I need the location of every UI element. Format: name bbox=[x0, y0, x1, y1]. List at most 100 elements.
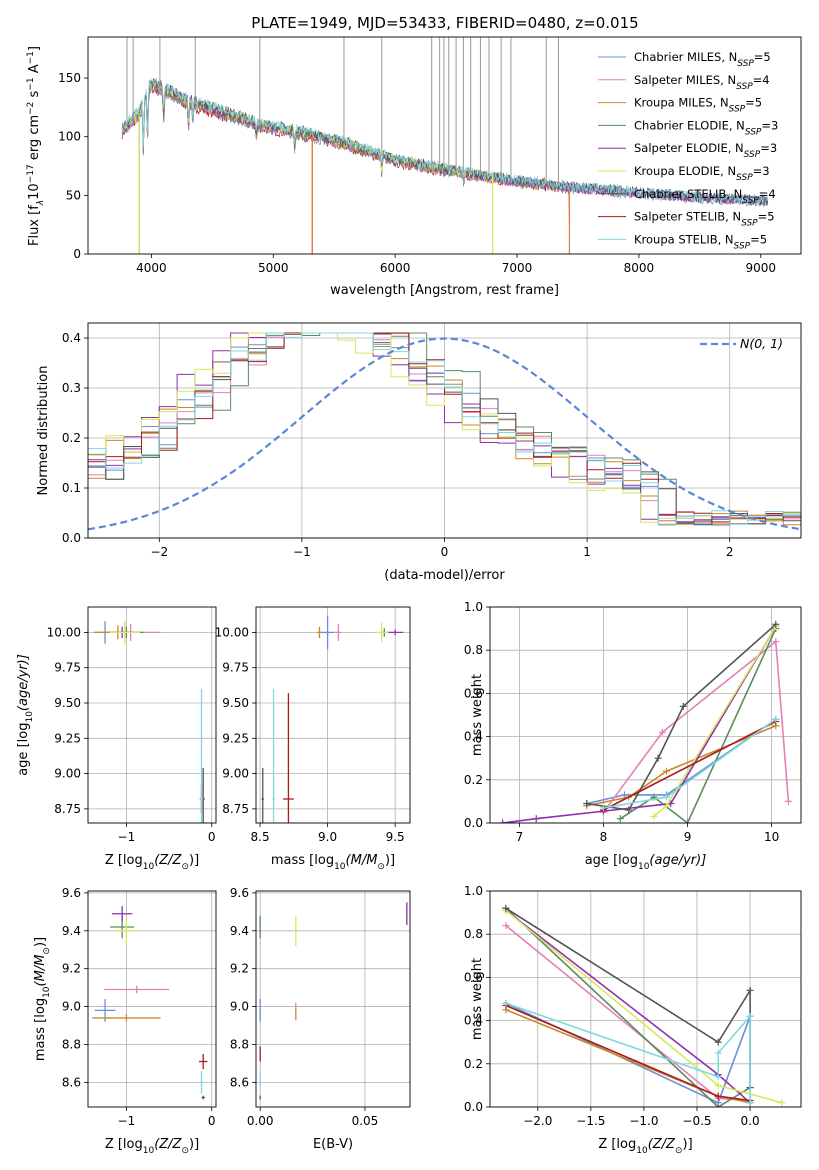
legend-label: Chabrier STELIB, NSSP=4 bbox=[634, 187, 776, 206]
legend-label-part: SSP bbox=[734, 241, 751, 251]
y-tick-label: 0.8 bbox=[464, 643, 483, 657]
x-axis-label-part: 10 bbox=[638, 862, 650, 872]
axes-frame bbox=[87, 890, 217, 1108]
series-line bbox=[653, 625, 777, 818]
x-tick-label: 0.0 bbox=[741, 1114, 760, 1128]
x-axis-label-part: )] bbox=[385, 853, 395, 868]
y-tick-label: 9.0 bbox=[230, 1000, 249, 1014]
data-point bbox=[115, 917, 138, 945]
y-tick-label: 0.4 bbox=[464, 1014, 483, 1028]
histogram-chabrier-elodie bbox=[88, 332, 801, 526]
spectrum-line-chabrier-stelib bbox=[121, 79, 769, 206]
data-point bbox=[198, 1053, 208, 1070]
legend-label-part: =5 bbox=[750, 232, 767, 246]
legend-label-part: SSP bbox=[736, 173, 753, 183]
y-tick-label: 150 bbox=[58, 71, 81, 85]
x-axis-label: (data-model)/error bbox=[384, 568, 505, 583]
legend-label-part: =3 bbox=[753, 164, 770, 178]
y-axis-label: mass weight bbox=[470, 674, 485, 756]
series-line bbox=[505, 1002, 751, 1104]
x-tick-label: −1.0 bbox=[629, 1114, 658, 1128]
x-axis-label-part: Z [log bbox=[598, 1137, 636, 1152]
mass-vs-Z-panel: −1 08.68.89.09.29.49.6Z [log10(Z/Z⊙)]mass… bbox=[33, 886, 217, 1156]
y-tick-label: 0.4 bbox=[62, 331, 81, 345]
y-tick-label: 8.75 bbox=[54, 802, 81, 816]
y-tick-label: 0.0 bbox=[464, 816, 483, 830]
y-tick-label: 9.25 bbox=[222, 731, 249, 745]
legend-label-part: SSP bbox=[742, 196, 759, 206]
x-axis-label-part: (Z/Z bbox=[154, 1137, 182, 1152]
y-tick-label: 9.50 bbox=[222, 696, 249, 710]
x-tick-label: −1 bbox=[118, 1114, 136, 1128]
legend-label-part: Chabrier MILES, N bbox=[634, 50, 737, 64]
series-line bbox=[602, 640, 790, 813]
x-tick-label: 0 bbox=[208, 830, 216, 844]
x-tick-label: −1.5 bbox=[576, 1114, 605, 1128]
x-axis-label-part: Z [log bbox=[105, 1137, 143, 1152]
x-axis-label-part: E(B-V) bbox=[313, 1137, 353, 1152]
figure-title: PLATE=1949, MJD=53433, FIBERID=0480, z=0… bbox=[251, 14, 638, 32]
legend-label-part: SSP bbox=[741, 219, 758, 229]
legend-label: Chabrier ELODIE, NSSP=3 bbox=[634, 118, 778, 137]
y-axis-label: age [log10(age/yr)] bbox=[16, 654, 35, 776]
y-axis-label-part: (age/yr)] bbox=[16, 654, 31, 711]
series-line bbox=[505, 924, 751, 1102]
x-axis-label-part: ⊙ bbox=[377, 862, 385, 872]
x-tick-label: 10 bbox=[764, 830, 779, 844]
data-point bbox=[111, 906, 133, 922]
x-tick-label: −2 bbox=[150, 545, 168, 559]
y-tick-label: 0.8 bbox=[464, 927, 483, 941]
axes-frame bbox=[87, 36, 802, 255]
x-tick-label: 8000 bbox=[624, 261, 655, 275]
data-point bbox=[335, 623, 342, 641]
y-axis-label-part: −2 bbox=[26, 102, 36, 115]
legend-label: Kroupa ELODIE, NSSP=3 bbox=[634, 164, 770, 183]
y-axis-label: Flux [fλ10−17 erg cm−2 s−1 A−1] bbox=[26, 46, 46, 246]
legend-label-part: SSP bbox=[729, 105, 746, 115]
x-axis-label-part: 10 bbox=[143, 1146, 155, 1156]
y-axis-label-part: 10 bbox=[27, 183, 42, 200]
series-line bbox=[603, 720, 777, 811]
x-axis-label-part: 10 bbox=[636, 1146, 648, 1156]
legend-label-part: =5 bbox=[745, 96, 762, 110]
y-tick-label: 0.6 bbox=[464, 970, 483, 984]
series-line bbox=[502, 625, 777, 823]
legend-label-part: =5 bbox=[754, 50, 771, 64]
histogram-salpeter-stelib bbox=[88, 332, 801, 523]
x-tick-label: 9.5 bbox=[386, 830, 405, 844]
x-tick-label: 8 bbox=[600, 830, 608, 844]
y-tick-label: 10.00 bbox=[215, 625, 249, 639]
legend-label-part: Chabrier STELIB, N bbox=[634, 187, 742, 201]
x-axis-label-part: (Z/Z bbox=[154, 853, 182, 868]
x-axis-label-part: ⊙ bbox=[675, 1146, 683, 1156]
x-tick-label: 2 bbox=[726, 545, 734, 559]
x-axis-label-part: 10 bbox=[334, 862, 346, 872]
y-tick-label: 9.4 bbox=[62, 924, 81, 938]
x-tick-label: 4000 bbox=[136, 261, 167, 275]
x-axis-label-part: )] bbox=[683, 1137, 693, 1152]
x-tick-label: 6000 bbox=[380, 261, 411, 275]
legend-label-part: Kroupa MILES, N bbox=[634, 96, 729, 110]
age-vs-mass-panel: 8.5 9.0 9.5 8.75 9.00 9.25 9.50 9.75 10.00 mass [… bbox=[215, 606, 411, 872]
data-point bbox=[387, 629, 404, 636]
legend-label-part: =3 bbox=[761, 118, 778, 132]
x-tick-label: 1 bbox=[583, 545, 591, 559]
y-axis-label: mass [log10(M/M⊙)] bbox=[33, 937, 52, 1061]
axes-frame bbox=[87, 606, 217, 824]
y-tick-label: 0 bbox=[73, 247, 81, 261]
legend-label-part: SSP bbox=[744, 150, 761, 160]
y-axis-label-part: 10 bbox=[42, 986, 52, 998]
legend-label-part: SSP bbox=[745, 127, 762, 137]
data-point bbox=[104, 985, 170, 994]
spectrum-panel: 4000 5000 6000 7000 8000 9000 0 50 100 150 Chabrie… bbox=[26, 36, 802, 298]
x-tick-label: 9 bbox=[684, 830, 692, 844]
x-tick-label: −2.0 bbox=[523, 1114, 552, 1128]
x-axis-label: wavelength [Angstrom, rest frame] bbox=[330, 283, 559, 298]
normal-curve bbox=[88, 337, 801, 531]
y-tick-label: 9.2 bbox=[62, 962, 81, 976]
y-tick-label: 50 bbox=[66, 188, 81, 202]
legend-label: Salpeter ELODIE, NSSP=3 bbox=[634, 141, 777, 160]
x-axis-label-part: (M/M bbox=[346, 853, 378, 868]
